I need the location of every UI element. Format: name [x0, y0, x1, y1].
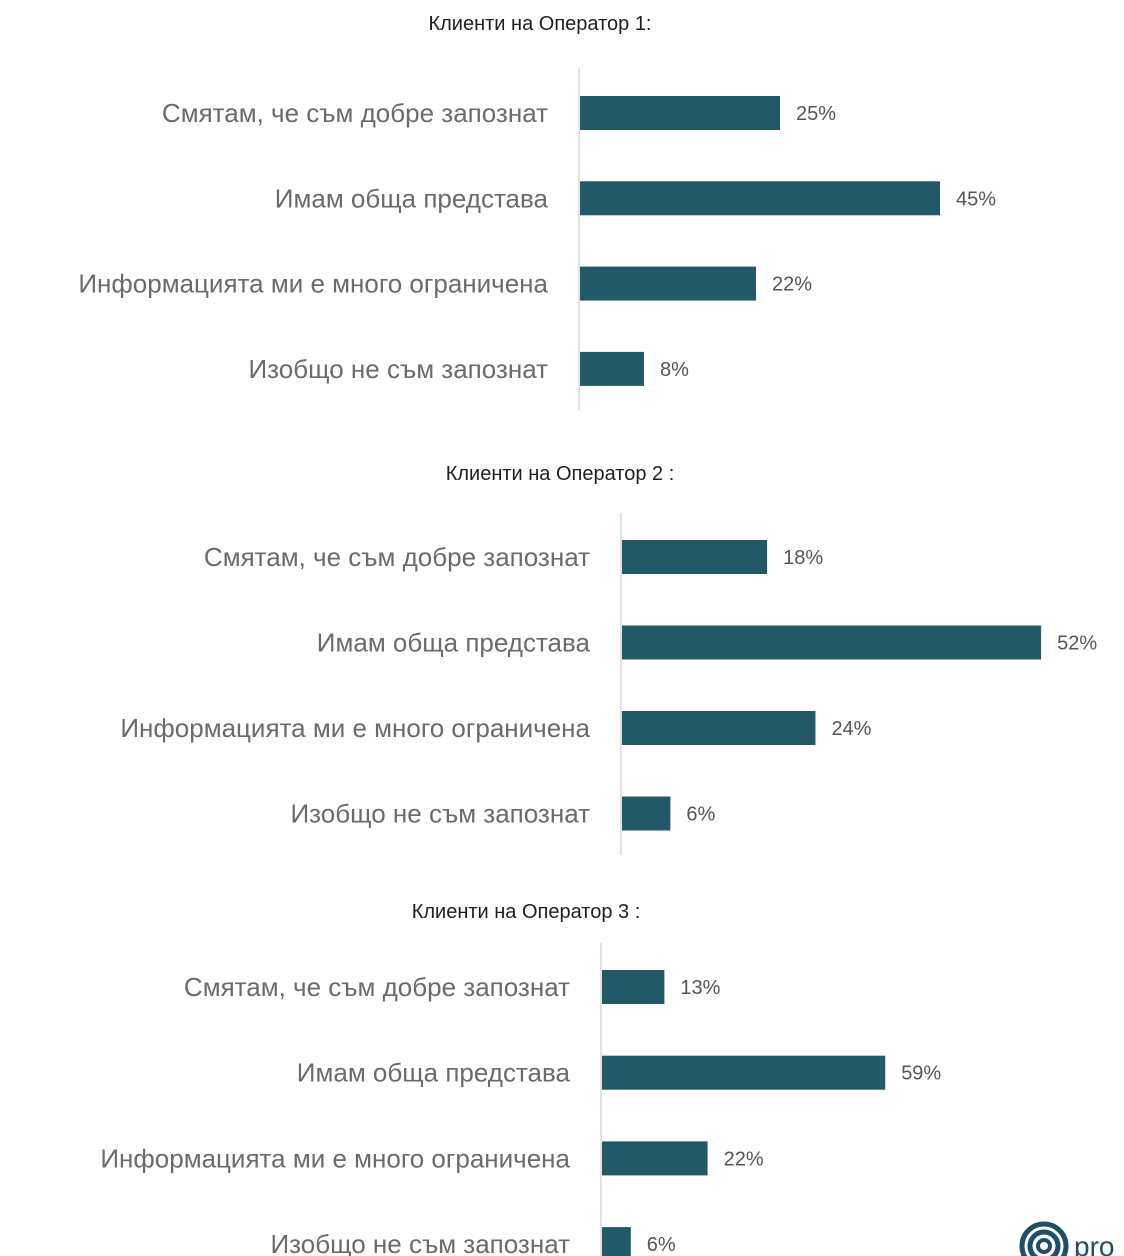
chart-title: Клиенти на Оператор 3 : [412, 901, 641, 923]
category-label: Смятам, че съм добре запознат [184, 972, 570, 1002]
category-label: Информацията ми е много ограничена [78, 269, 548, 299]
category-label: Информацията ми е много ограничена [100, 1143, 570, 1173]
data-label: 45% [956, 188, 996, 210]
bar [622, 540, 768, 574]
category-label: Имам обща представа [317, 628, 591, 658]
data-label: 18% [783, 547, 823, 569]
bar [602, 1141, 708, 1176]
data-label: 52% [1057, 633, 1097, 655]
bar [602, 970, 665, 1004]
bar [622, 625, 1042, 660]
data-label: 8% [660, 359, 689, 381]
logo: pro [1019, 1221, 1114, 1256]
bar [602, 1227, 631, 1256]
chart-2: Клиенти на Оператор 2 : Смятам, че съм до… [120, 463, 1097, 855]
data-label: 6% [686, 804, 715, 826]
category-label: Изобщо не съм запознат [248, 354, 548, 384]
category-label: Информацията ми е много ограничена [120, 713, 590, 743]
bar [580, 181, 940, 216]
data-label: 13% [680, 977, 720, 999]
data-label: 25% [796, 103, 836, 125]
chart-3: Клиенти на Оператор 3 : Смятам, че съм до… [100, 901, 941, 1256]
category-label: Имам обща представа [275, 183, 549, 213]
data-label: 59% [901, 1063, 941, 1085]
category-label: Изобщо не съм запознат [290, 799, 590, 829]
category-label: Имам обща представа [297, 1058, 571, 1088]
bar [580, 266, 756, 301]
bar [580, 351, 644, 386]
bar [602, 1055, 886, 1090]
bar [580, 96, 780, 130]
data-label: 24% [831, 718, 871, 740]
chart-title: Клиенти на Оператор 2 : [446, 463, 675, 485]
category-label: Смятам, че съм добре запознат [204, 542, 590, 572]
category-label: Смятам, че съм добре запознат [162, 98, 548, 128]
data-label: 22% [724, 1148, 764, 1170]
bar [622, 711, 816, 745]
chart-1: Клиенти на Оператор 1: Смятам, че съм доб… [78, 13, 996, 410]
logo-text: pro [1074, 1231, 1114, 1256]
data-label: 6% [647, 1234, 676, 1256]
charts-layer: Клиенти на Оператор 1: Смятам, че съм доб… [78, 13, 1097, 1256]
chart-title: Клиенти на Оператор 1: [428, 13, 651, 35]
data-label: 22% [772, 274, 812, 296]
category-label: Изобщо не съм запознат [270, 1229, 570, 1256]
concentric-circles-icon [1019, 1221, 1069, 1256]
bar [622, 796, 671, 831]
